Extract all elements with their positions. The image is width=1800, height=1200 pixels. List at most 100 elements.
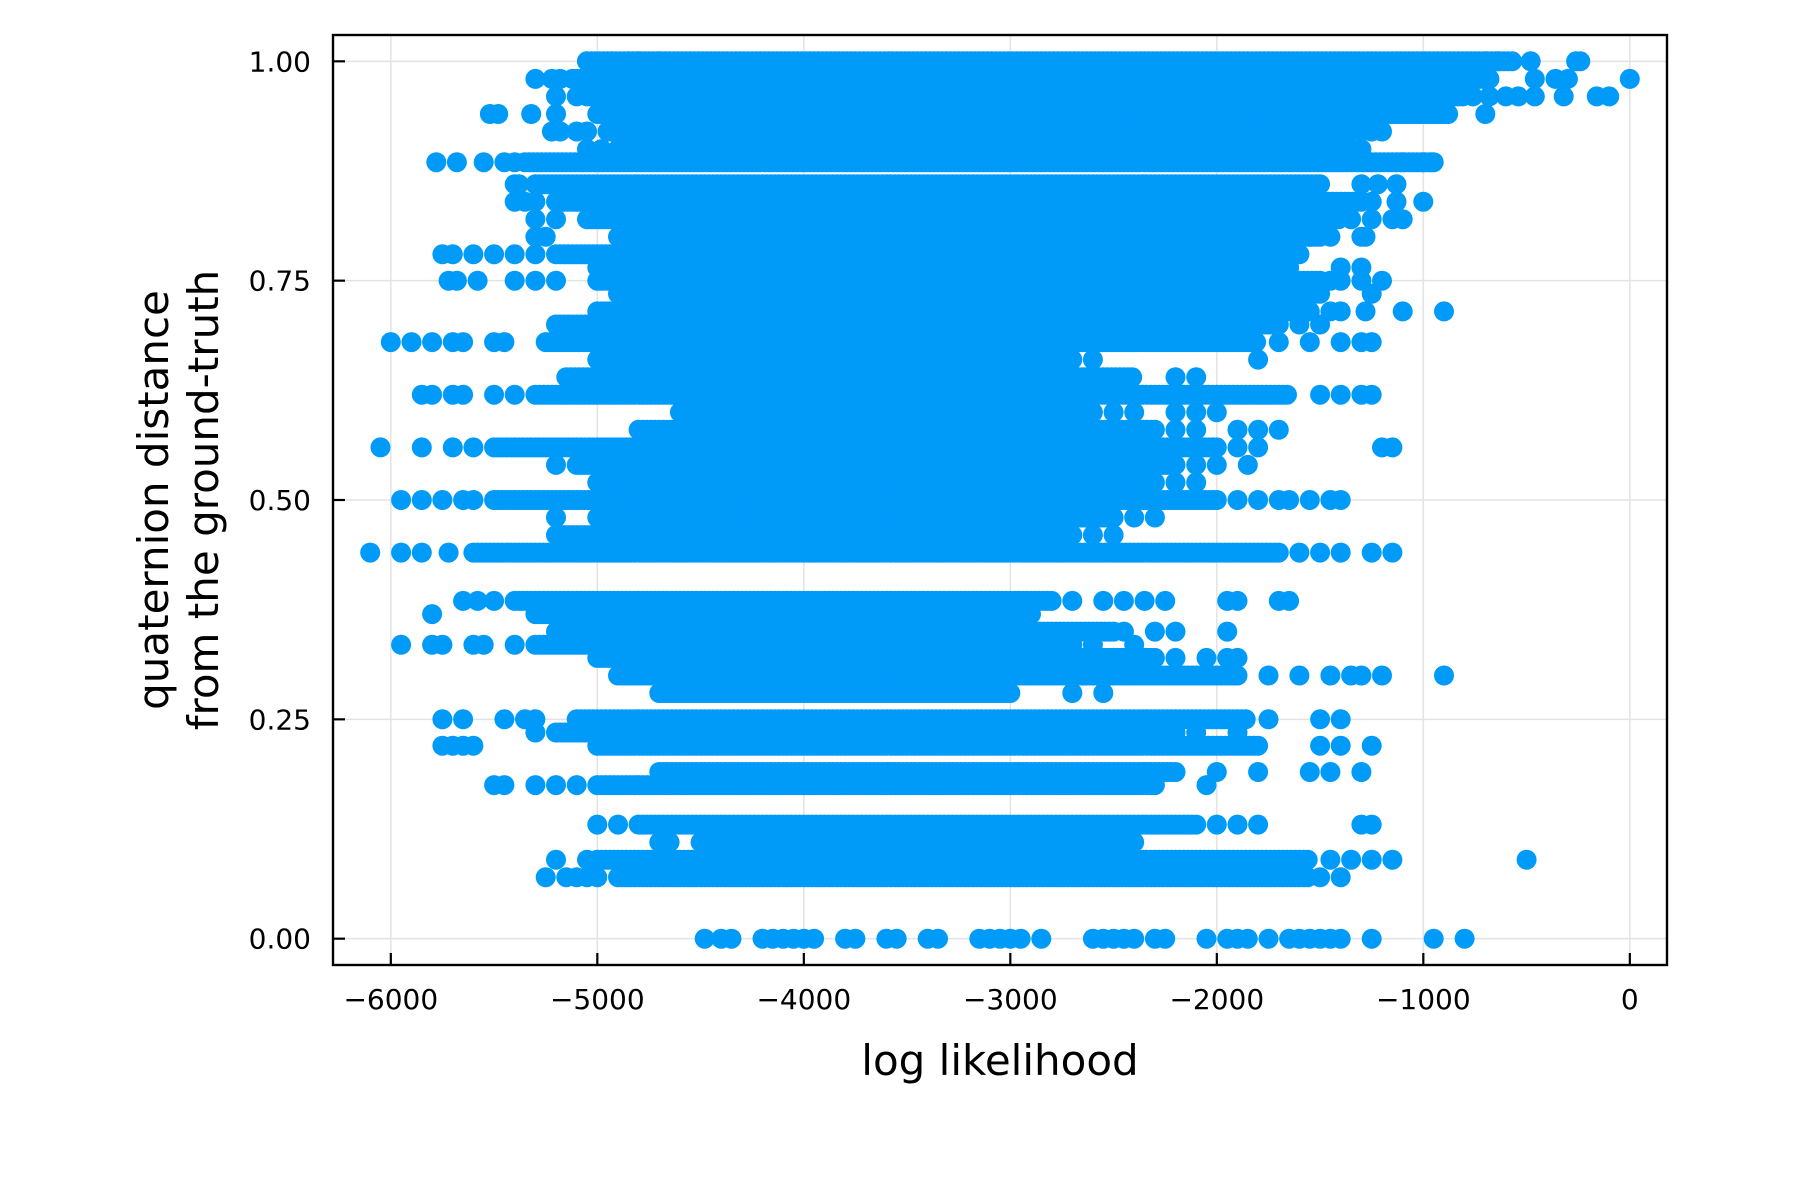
data-point bbox=[1277, 384, 1297, 405]
data-point bbox=[1386, 191, 1407, 212]
data-point bbox=[1361, 384, 1382, 405]
data-point bbox=[1520, 51, 1541, 72]
data-point bbox=[1475, 104, 1496, 124]
data-point bbox=[432, 490, 453, 510]
data-point bbox=[463, 490, 484, 510]
data-point bbox=[521, 104, 542, 124]
data-point bbox=[1524, 86, 1545, 107]
data-point bbox=[1361, 209, 1382, 230]
data-point bbox=[525, 191, 546, 212]
data-point bbox=[1386, 174, 1407, 195]
data-point bbox=[1246, 332, 1267, 353]
data-point bbox=[535, 226, 556, 247]
data-point bbox=[1361, 332, 1382, 353]
data-point bbox=[1310, 174, 1331, 195]
data-point bbox=[525, 209, 546, 230]
data-point bbox=[1186, 419, 1207, 440]
data-point bbox=[525, 244, 546, 265]
data-point bbox=[1367, 174, 1388, 195]
data-point bbox=[453, 384, 474, 405]
data-point bbox=[1124, 402, 1145, 423]
data-point bbox=[1082, 402, 1103, 423]
data-point bbox=[1330, 490, 1351, 510]
data-point bbox=[1279, 490, 1300, 510]
data-point bbox=[401, 332, 422, 353]
data-point bbox=[1268, 314, 1289, 335]
data-point bbox=[577, 51, 597, 72]
data-point bbox=[1355, 226, 1376, 247]
data-point bbox=[1186, 454, 1207, 475]
data-point bbox=[1248, 349, 1269, 370]
data-point bbox=[473, 152, 494, 173]
data-point bbox=[1361, 191, 1382, 212]
data-point bbox=[546, 209, 566, 230]
data-point bbox=[1310, 384, 1331, 405]
data-point bbox=[562, 68, 583, 89]
data-point bbox=[1082, 349, 1103, 370]
data-point bbox=[411, 437, 432, 458]
data-point bbox=[426, 152, 447, 173]
data-point bbox=[391, 490, 412, 510]
data-point bbox=[1165, 402, 1186, 423]
data-point bbox=[1310, 283, 1331, 304]
data-point bbox=[1289, 314, 1310, 335]
data-point bbox=[1502, 51, 1523, 72]
data-point bbox=[1355, 301, 1376, 322]
data-point bbox=[508, 174, 529, 195]
data-point bbox=[453, 332, 474, 353]
data-point bbox=[1165, 419, 1186, 440]
data-point bbox=[1206, 454, 1227, 475]
data-point bbox=[1206, 437, 1227, 458]
data-point bbox=[370, 437, 391, 458]
data-point bbox=[1103, 402, 1124, 423]
data-point bbox=[1186, 472, 1207, 493]
data-point bbox=[1330, 332, 1351, 353]
data-point bbox=[1248, 419, 1269, 440]
data-point bbox=[463, 437, 484, 458]
data-point bbox=[1413, 191, 1434, 212]
data-point bbox=[1330, 270, 1351, 291]
data-point bbox=[1361, 104, 1382, 124]
data-point bbox=[1341, 209, 1362, 230]
data-point bbox=[1434, 301, 1454, 322]
data-point bbox=[504, 244, 525, 265]
data-point bbox=[1382, 437, 1403, 458]
data-point bbox=[1320, 226, 1341, 247]
data-point bbox=[546, 454, 566, 475]
data-point bbox=[1361, 283, 1382, 304]
data-point bbox=[1392, 209, 1413, 230]
data-point bbox=[467, 270, 488, 291]
data-point bbox=[484, 384, 505, 405]
data-point bbox=[1268, 419, 1289, 440]
data-point bbox=[494, 332, 515, 353]
data-point bbox=[504, 152, 525, 173]
data-point bbox=[1299, 490, 1320, 510]
data-point bbox=[504, 384, 525, 405]
data-point bbox=[380, 332, 401, 353]
data-point bbox=[1330, 301, 1351, 322]
data-point bbox=[1227, 490, 1248, 510]
data-point bbox=[1206, 402, 1227, 423]
data-point bbox=[1372, 121, 1392, 142]
data-point bbox=[1330, 384, 1351, 405]
data-point bbox=[422, 384, 443, 405]
data-point bbox=[1599, 86, 1620, 107]
data-point bbox=[1186, 402, 1207, 423]
data-point bbox=[1237, 454, 1258, 475]
data-point bbox=[1557, 68, 1578, 89]
data-point bbox=[446, 152, 467, 173]
data-point bbox=[566, 86, 587, 107]
data-point bbox=[1206, 490, 1227, 510]
data-point bbox=[1392, 152, 1413, 173]
data-point bbox=[1299, 226, 1320, 247]
data-point bbox=[601, 51, 622, 72]
data-point bbox=[1248, 437, 1269, 458]
data-point bbox=[1144, 419, 1165, 440]
data-point bbox=[442, 437, 463, 458]
data-point bbox=[484, 244, 505, 265]
data-point bbox=[1248, 490, 1269, 510]
data-point bbox=[1392, 301, 1413, 322]
data-point bbox=[1487, 51, 1508, 72]
data-point bbox=[525, 270, 546, 291]
